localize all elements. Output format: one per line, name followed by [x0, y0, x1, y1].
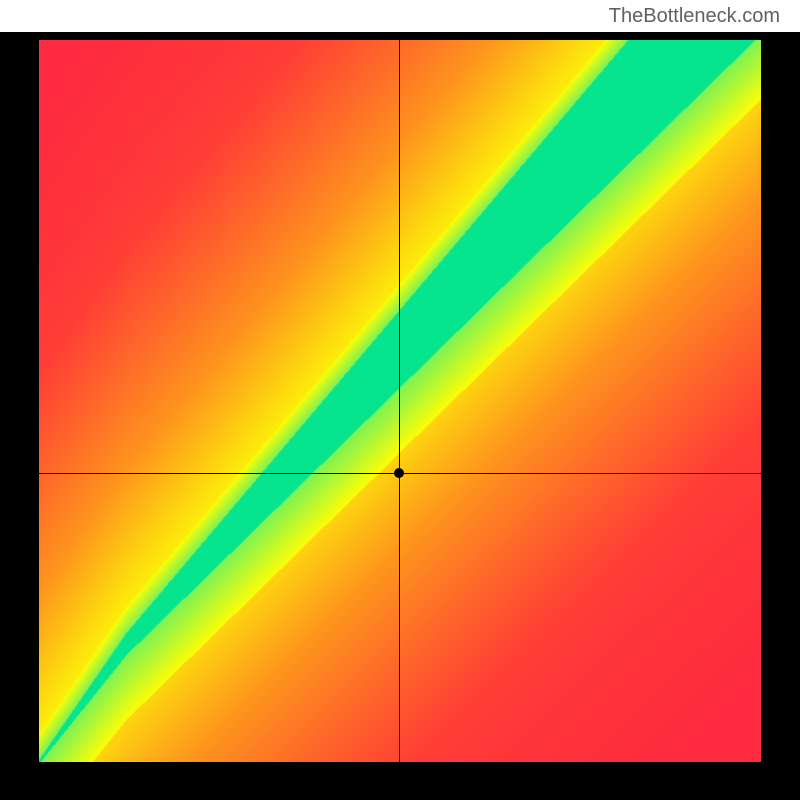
header-bar: TheBottleneck.com	[0, 0, 800, 32]
site-watermark: TheBottleneck.com	[609, 5, 780, 28]
heatmap-canvas	[39, 40, 761, 762]
plot-area	[39, 40, 761, 762]
